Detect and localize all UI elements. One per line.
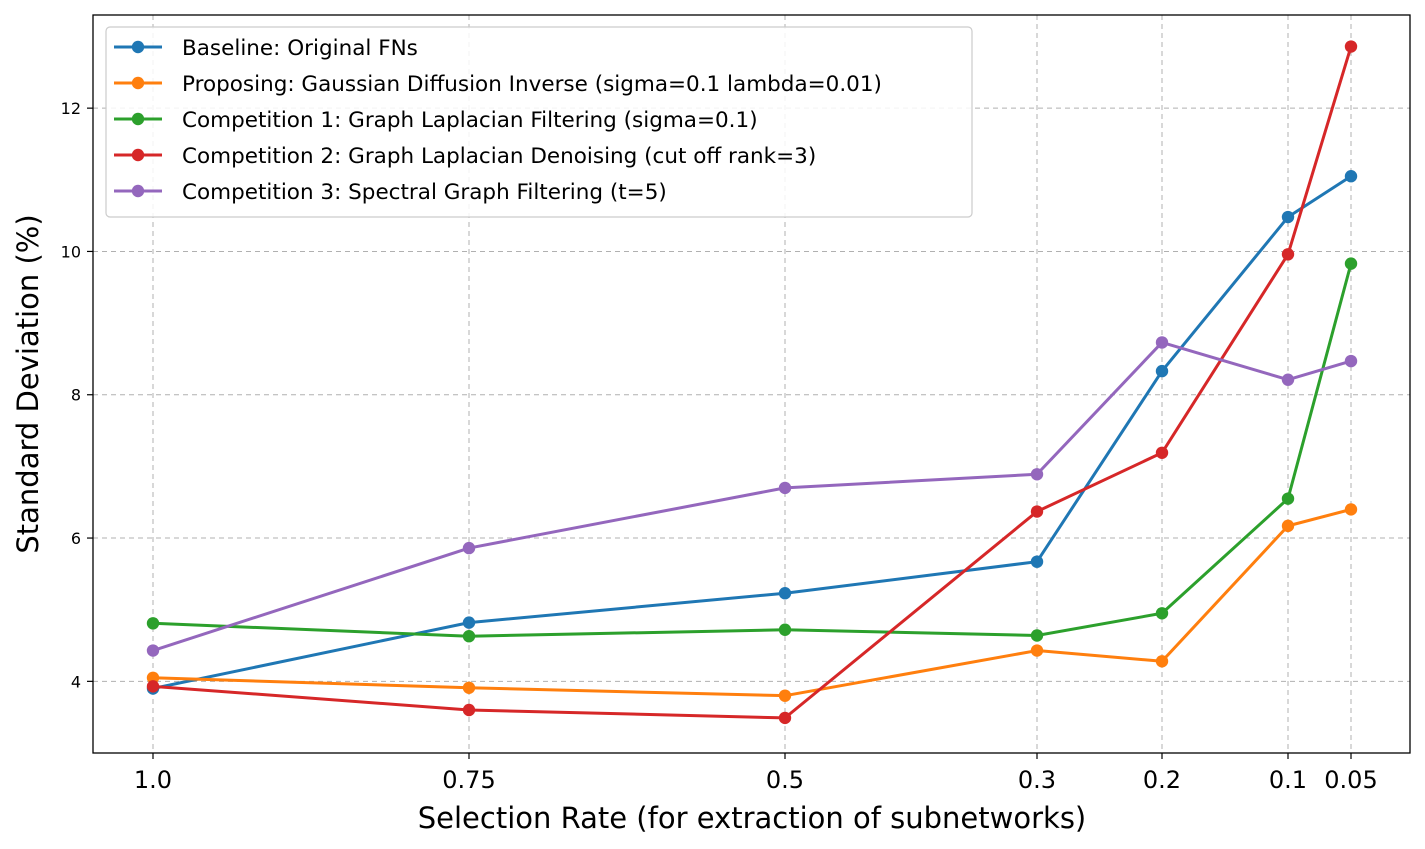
series-3 — [146, 40, 1358, 725]
x-tick-label: 0.5 — [766, 766, 804, 794]
series-2 — [146, 257, 1358, 643]
data-point — [146, 644, 160, 657]
axis-ticks: 1.0 0.75 0.5 0.3 0.2 0.1 0.05 4 6 8 10 12 — [61, 99, 1378, 794]
data-point — [1281, 248, 1295, 261]
x-tick-label: 0.3 — [1018, 766, 1056, 794]
data-point — [146, 617, 160, 630]
legend-label: Competition 3: Spectral Graph Filtering … — [182, 180, 667, 205]
legend-label: Baseline: Original FNs — [182, 36, 418, 61]
data-point — [462, 681, 476, 694]
series-1 — [146, 503, 1358, 702]
x-tick-label: 0.05 — [1324, 766, 1377, 794]
data-point — [1344, 257, 1358, 270]
legend-label: Proposing: Gaussian Diffusion Inverse (s… — [182, 72, 882, 97]
legend-label: Competition 2: Graph Laplacian Denoising… — [182, 144, 816, 169]
y-tick-label: 12 — [61, 99, 81, 118]
data-point — [1281, 519, 1295, 533]
data-point — [1281, 373, 1295, 386]
legend-entry: Competition 2: Graph Laplacian Denoising… — [114, 144, 816, 169]
data-point — [462, 616, 476, 629]
data-point — [462, 541, 476, 555]
data-point — [1155, 607, 1169, 620]
legend-label: Competition 1: Graph Laplacian Filtering… — [182, 108, 758, 133]
y-tick-label: 8 — [71, 386, 81, 405]
x-tick-label: 1.0 — [134, 766, 172, 794]
legend-entry: Proposing: Gaussian Diffusion Inverse (s… — [114, 72, 882, 97]
data-point — [778, 711, 792, 725]
data-point — [1155, 364, 1169, 378]
legend-swatch-marker — [131, 148, 145, 162]
data-point — [1030, 629, 1044, 642]
x-axis-title: Selection Rate (for extraction of subnet… — [418, 801, 1087, 835]
data-point — [778, 587, 792, 600]
series-lines — [146, 40, 1358, 725]
y-tick-label: 4 — [71, 672, 81, 691]
y-tick-label: 10 — [61, 242, 81, 261]
data-point — [146, 680, 160, 693]
series-4 — [146, 336, 1358, 657]
legend-box — [105, 26, 973, 218]
x-tick-label: 0.2 — [1143, 766, 1181, 794]
data-point — [462, 703, 476, 717]
legend-entry: Competition 3: Spectral Graph Filtering … — [114, 180, 667, 205]
data-point — [1030, 644, 1044, 657]
legend-swatch-marker — [131, 40, 145, 54]
data-point — [1155, 655, 1169, 668]
data-point — [1155, 446, 1169, 459]
data-point — [1030, 555, 1044, 568]
y-tick-label: 6 — [71, 529, 81, 548]
legend-swatch-marker — [131, 184, 145, 198]
data-point — [1030, 505, 1044, 518]
data-point — [1281, 492, 1295, 505]
legend-swatch-marker — [131, 76, 145, 90]
data-point — [1155, 336, 1169, 349]
y-axis-title: Standard Deviation (%) — [11, 214, 45, 553]
x-tick-label: 0.75 — [442, 766, 495, 794]
data-point — [778, 623, 792, 636]
data-point — [778, 689, 792, 702]
legend-entry: Baseline: Original FNs — [114, 36, 418, 61]
data-point — [778, 481, 792, 495]
data-point — [1344, 354, 1358, 368]
data-point — [1281, 210, 1295, 224]
legend-swatch-marker — [131, 112, 145, 126]
data-point — [1344, 170, 1358, 183]
data-point — [1030, 468, 1044, 481]
plot-frame — [92, 14, 1411, 754]
legend: Baseline: Original FNs Proposing: Gaussia… — [105, 26, 973, 218]
data-point — [462, 630, 476, 643]
legend-entry: Competition 1: Graph Laplacian Filtering… — [114, 108, 758, 133]
data-point — [1344, 40, 1358, 53]
data-point — [1344, 503, 1358, 516]
x-tick-label: 0.1 — [1269, 766, 1307, 794]
data-point — [146, 671, 160, 684]
